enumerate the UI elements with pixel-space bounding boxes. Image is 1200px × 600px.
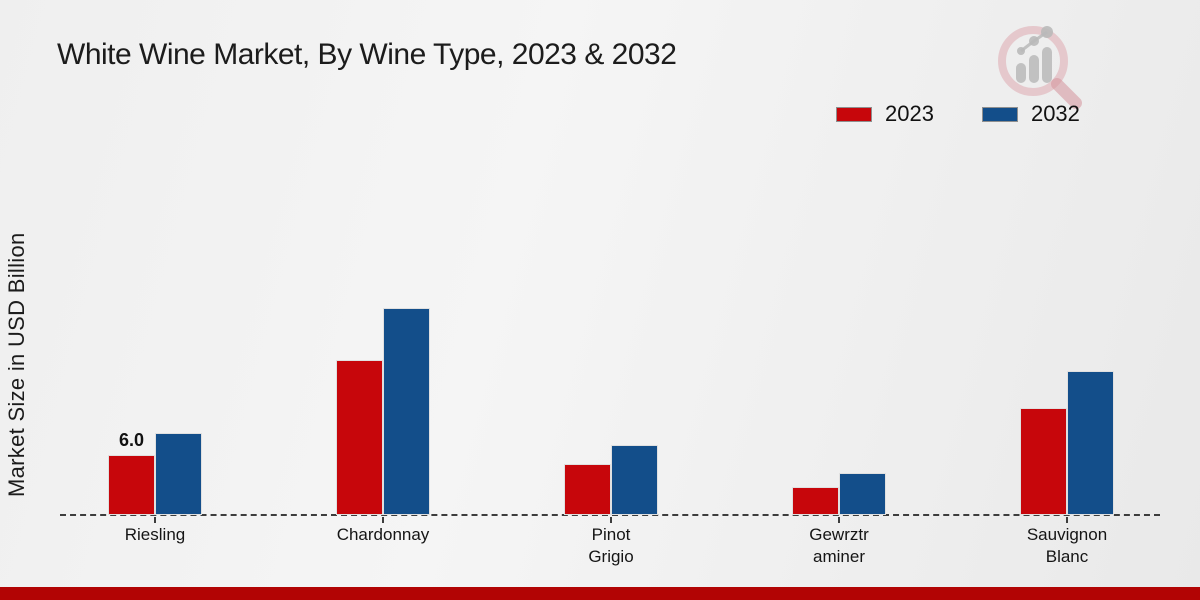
bar-sauvignon-blanc-2032 bbox=[1067, 371, 1114, 515]
bar-gewrztraminer-2032 bbox=[839, 473, 886, 515]
bar-chardonnay-2032 bbox=[383, 308, 430, 515]
bar-riesling-2023 bbox=[108, 455, 155, 515]
legend: 2023 2032 bbox=[836, 101, 1080, 127]
x-label-chardonnay: Chardonnay bbox=[336, 525, 430, 544]
legend-label-2032: 2032 bbox=[1030, 101, 1080, 126]
legend-item-2032: 2032 bbox=[981, 101, 1080, 127]
bar-pinot-grigio-2032 bbox=[611, 445, 658, 515]
chart-title: White Wine Market, By Wine Type, 2023 & … bbox=[57, 38, 677, 71]
x-tick-gewrztraminer bbox=[838, 517, 840, 523]
x-label-pinot-grigio: Pinot Grigio bbox=[588, 525, 634, 567]
bar-value-label: 6.0 bbox=[118, 430, 145, 450]
bar-pinot-grigio-2023 bbox=[564, 464, 611, 515]
x-tick-chardonnay bbox=[382, 517, 384, 523]
bar-gewrztraminer-2023 bbox=[792, 487, 839, 515]
legend-label-2023: 2023 bbox=[885, 101, 934, 126]
x-label-gewrztraminer: Gewrztr aminer bbox=[809, 525, 869, 567]
legend-swatch-2023 bbox=[836, 106, 872, 122]
bar-chardonnay-2023 bbox=[336, 360, 383, 515]
x-tick-sauvignon-blanc bbox=[1066, 517, 1068, 523]
x-label-sauvignon-blanc: Sauvignon Blanc bbox=[1026, 525, 1108, 567]
bar-sauvignon-blanc-2023 bbox=[1020, 408, 1067, 515]
legend-swatch-2032 bbox=[981, 106, 1018, 122]
bar-riesling-2032 bbox=[155, 433, 202, 515]
magnifier-bar-chart-logo-icon bbox=[998, 26, 1082, 109]
x-label-riesling: Riesling bbox=[124, 525, 186, 544]
x-tick-riesling bbox=[154, 517, 156, 523]
footer-accent-bar bbox=[0, 587, 1200, 600]
zero-baseline bbox=[60, 514, 1160, 516]
legend-item-2023: 2023 bbox=[836, 101, 934, 127]
x-tick-pinot-grigio bbox=[610, 517, 612, 523]
